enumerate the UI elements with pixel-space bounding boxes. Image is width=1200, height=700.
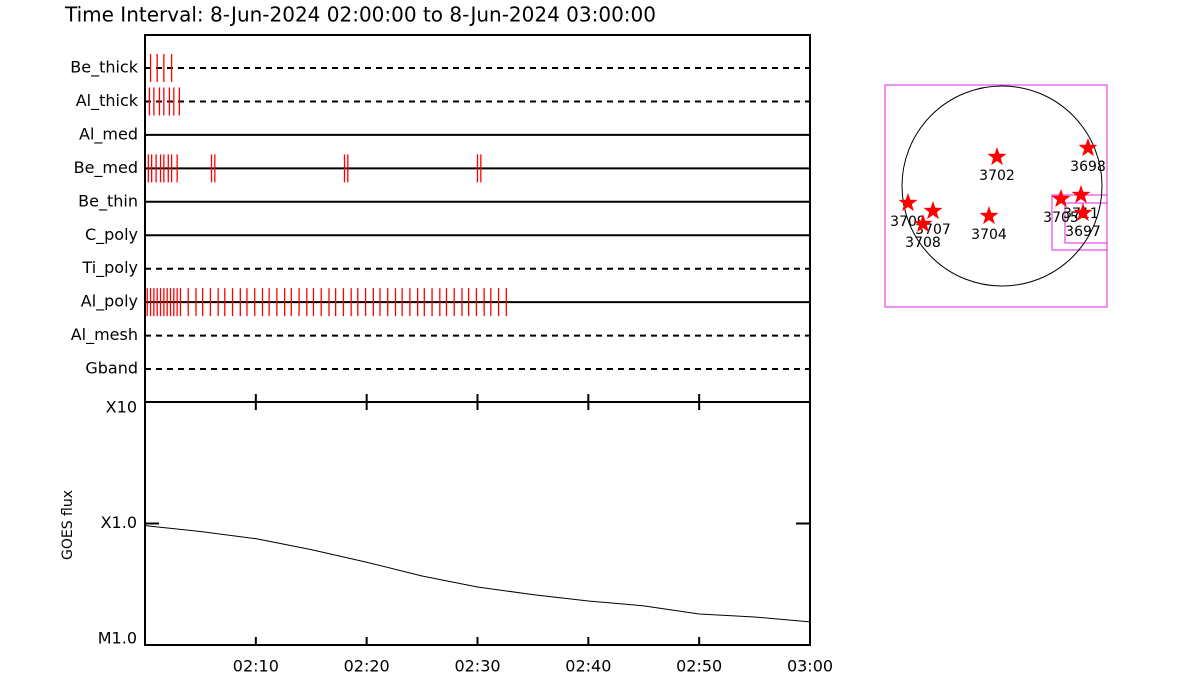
row-label: Al_poly: [81, 292, 138, 312]
row-label: C_poly: [85, 225, 138, 245]
region-star: [923, 201, 943, 220]
y-tick-label: M1.0: [98, 629, 137, 648]
row-label: Be_thin: [78, 191, 138, 211]
event-panel-frame: [144, 34, 811, 403]
x-tick-label: 02:50: [676, 657, 722, 676]
solar-limb: [901, 85, 1103, 287]
region-star: [1073, 203, 1093, 222]
row-label: Al_thick: [76, 91, 139, 111]
region-label: 3709: [890, 214, 926, 230]
region-label: 3702: [979, 168, 1015, 184]
fov-box: [1064, 202, 1108, 244]
x-tick-label: 02:10: [233, 657, 279, 676]
y-axis-label: GOES flux: [60, 490, 76, 560]
row-label: Be_med: [74, 158, 138, 178]
x-tick-label: 02:40: [565, 657, 611, 676]
region-star: [987, 147, 1007, 166]
goes-curve: [144, 525, 811, 623]
region-label: 3704: [971, 227, 1007, 243]
region-label: 3698: [1070, 159, 1106, 175]
region-label: 3705: [1043, 210, 1079, 226]
row-label: Ti_poly: [81, 258, 138, 278]
x-tick-label: 02:30: [454, 657, 500, 676]
row-label: Al_mesh: [71, 325, 138, 345]
region-star: [1051, 189, 1071, 208]
goes-panel-frame: [144, 401, 811, 646]
region-star: [898, 193, 918, 212]
row-label: Al_med: [79, 124, 138, 144]
region-star: [979, 206, 999, 225]
map-frame: [884, 84, 1108, 308]
x-tick-label: 02:20: [344, 657, 390, 676]
region-label: 3708: [905, 235, 941, 251]
row-label: Be_thick: [70, 58, 138, 78]
chart-title: Time Interval: 8-Jun-2024 02:00:00 to 8-…: [64, 3, 656, 27]
region-star: [1078, 138, 1098, 157]
row-label: Gband: [85, 359, 138, 378]
region-star: [1071, 185, 1091, 204]
y-tick-label: X10: [106, 398, 137, 417]
x-tick-label: 03:00: [787, 657, 833, 676]
region-label: 3697: [1065, 224, 1101, 240]
region-star: [913, 214, 933, 233]
y-tick-label: X1.0: [101, 513, 137, 532]
